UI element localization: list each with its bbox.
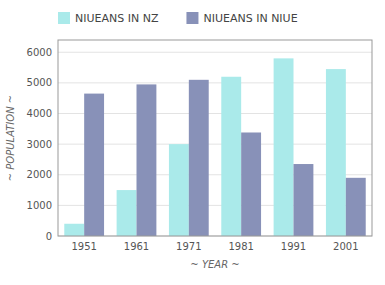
grid-line bbox=[58, 174, 372, 175]
y-tick-label: 4000 bbox=[27, 108, 52, 119]
bar bbox=[64, 224, 84, 236]
bar bbox=[189, 80, 209, 236]
plot-frame bbox=[58, 40, 372, 236]
y-tick-label: 1000 bbox=[27, 200, 52, 211]
y-tick-label: 6000 bbox=[27, 47, 52, 58]
grid-line bbox=[58, 113, 372, 114]
legend: NIUEANS IN NZ NIUEANS IN NIUE bbox=[58, 12, 298, 25]
x-tick-label: 1961 bbox=[124, 241, 149, 252]
grid-line bbox=[58, 205, 372, 206]
x-tick-label: 1981 bbox=[228, 241, 253, 252]
y-tick-label: 3000 bbox=[27, 139, 52, 150]
bar bbox=[117, 190, 137, 236]
bar bbox=[84, 94, 104, 236]
y-tick-label: 0 bbox=[46, 231, 52, 242]
legend-label: NIUEANS IN NIUE bbox=[203, 12, 297, 25]
legend-swatch bbox=[58, 12, 70, 24]
bar bbox=[326, 69, 346, 236]
grid-line bbox=[58, 82, 372, 83]
x-tick-label: 1991 bbox=[281, 241, 306, 252]
x-tick-label: 1951 bbox=[71, 241, 96, 252]
bar bbox=[274, 58, 294, 236]
y-tick-label: 5000 bbox=[27, 77, 52, 88]
bar bbox=[294, 164, 314, 236]
bar bbox=[221, 77, 241, 236]
bars bbox=[64, 58, 365, 236]
grid-line bbox=[58, 144, 372, 145]
bar bbox=[241, 132, 261, 236]
x-tick-label: 1971 bbox=[176, 241, 201, 252]
x-axis-label: ~ YEAR ~ bbox=[190, 259, 239, 270]
y-axis-label: ~ POPULATION ~ bbox=[5, 95, 16, 181]
grid-line bbox=[58, 52, 372, 53]
y-tick-label: 2000 bbox=[27, 169, 52, 180]
chart-container: 0 1000 2000 3000 4000 5000 6000 1951 1961 1971 198… bbox=[0, 0, 385, 285]
bar bbox=[346, 178, 366, 236]
legend-label: NIUEANS IN NZ bbox=[75, 12, 159, 25]
bar bbox=[169, 144, 189, 236]
chart: 0 1000 2000 3000 4000 5000 6000 1951 1961 1971 198… bbox=[0, 0, 385, 285]
legend-swatch bbox=[186, 12, 198, 24]
x-tick-label: 2001 bbox=[333, 241, 358, 252]
bar bbox=[137, 84, 157, 236]
